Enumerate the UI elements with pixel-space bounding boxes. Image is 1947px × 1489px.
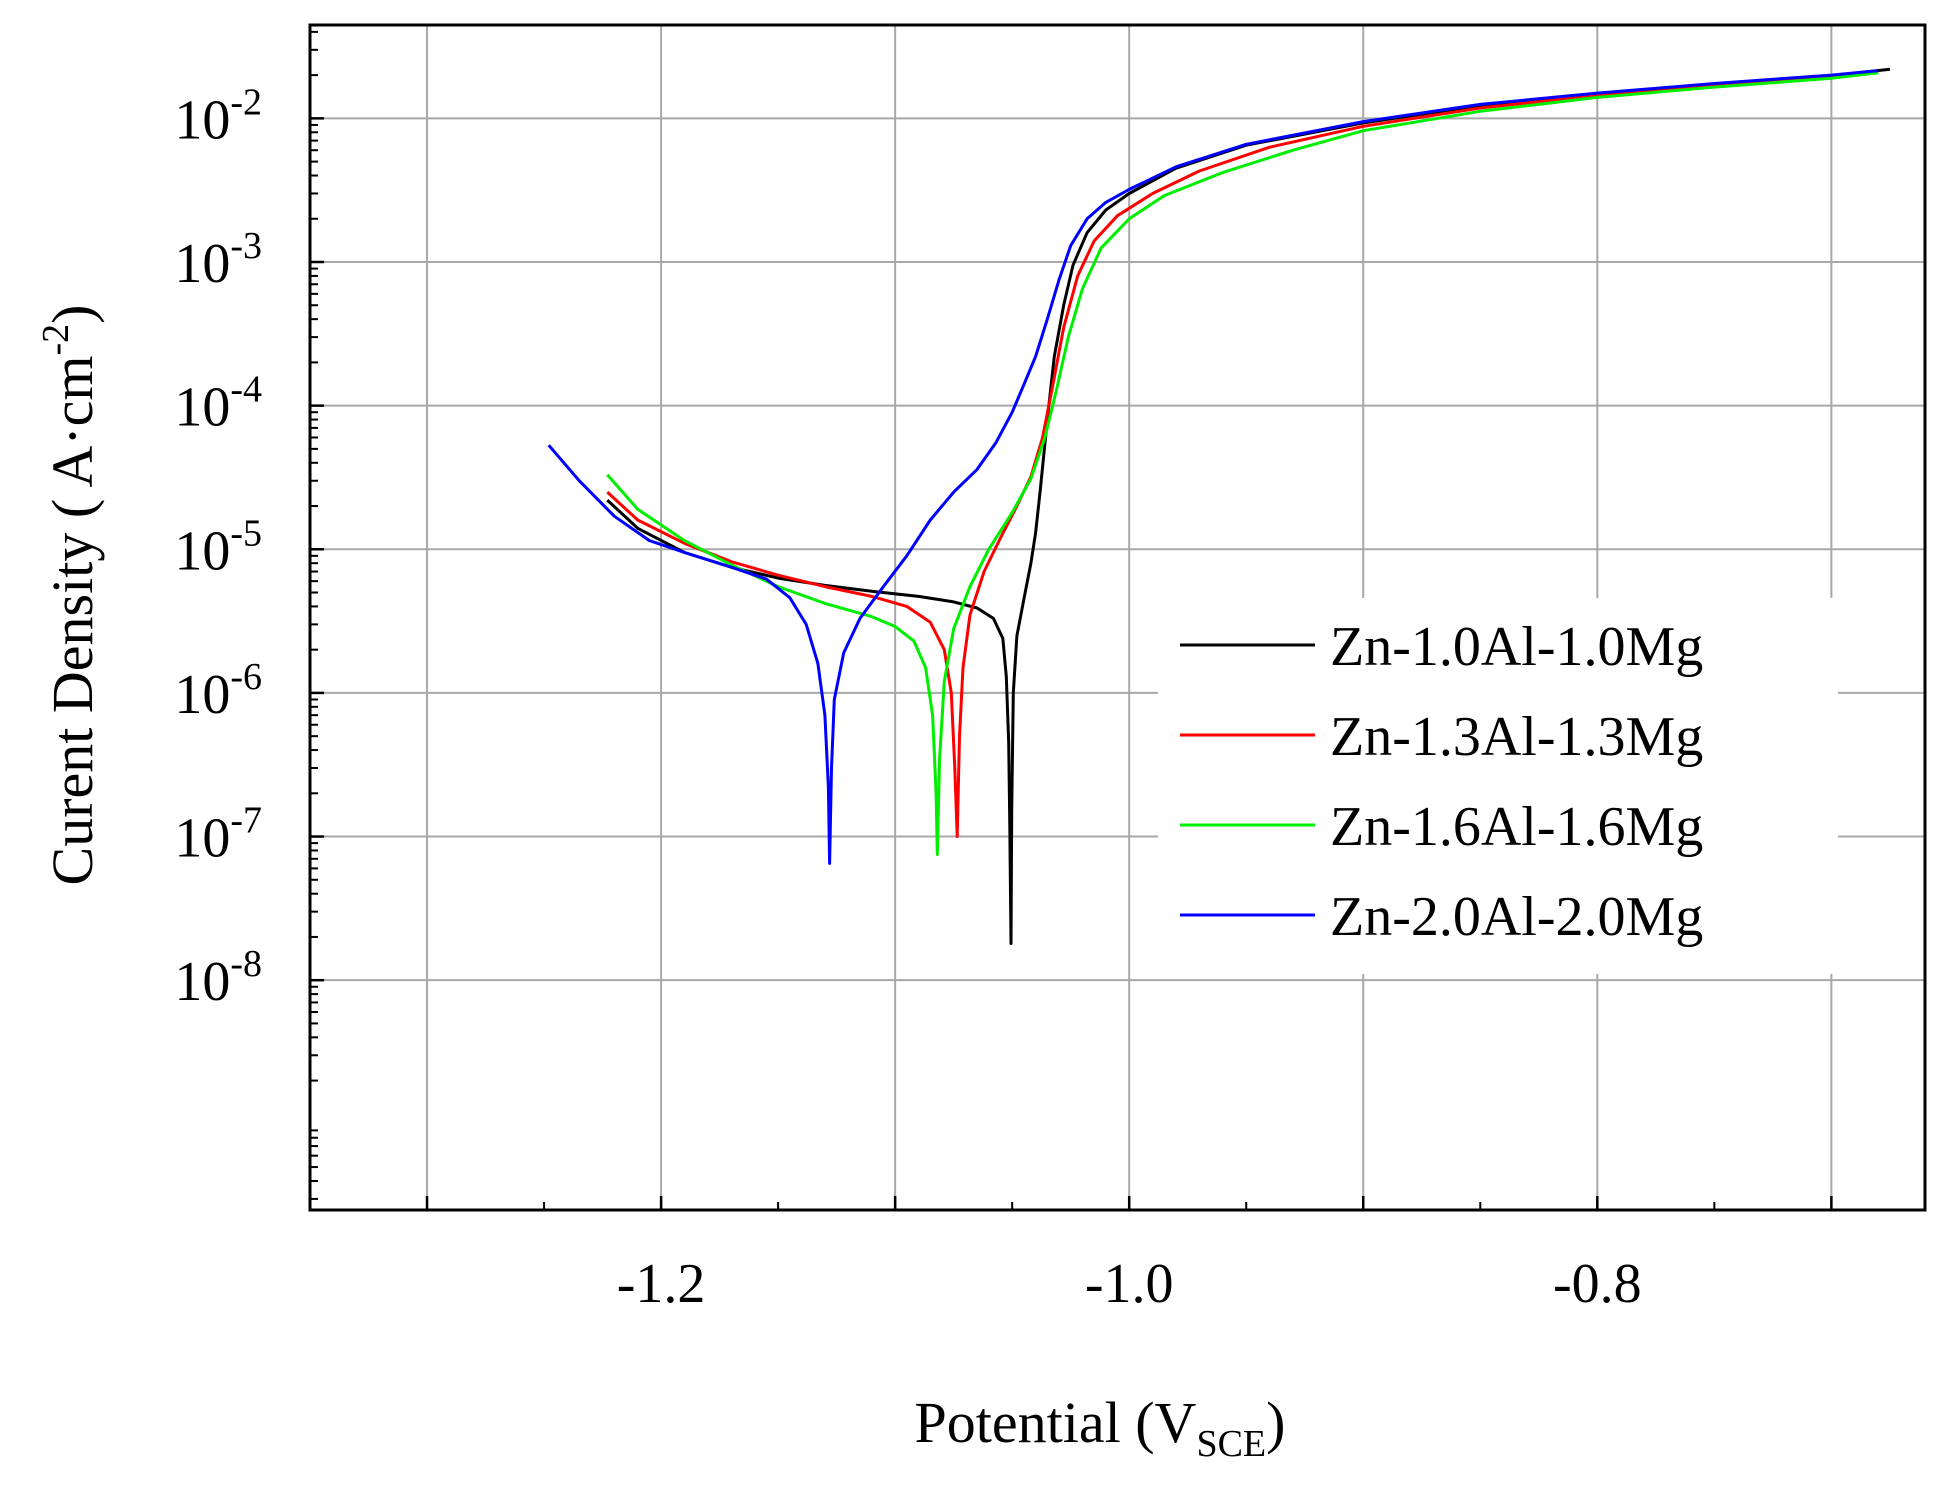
y-tick-label: 10-7 xyxy=(174,800,262,870)
legend-label: Zn-1.0Al-1.0Mg xyxy=(1330,616,1703,678)
x-tick-label: -1.2 xyxy=(617,1253,706,1315)
legend-label: Zn-1.6Al-1.6Mg xyxy=(1330,796,1703,858)
y-axis-title-sup: -2 xyxy=(35,324,77,356)
y-tick-base: 10 xyxy=(174,377,230,439)
y-tick-exponent: -5 xyxy=(230,512,262,554)
series-line xyxy=(606,70,1879,838)
legend-box xyxy=(1158,598,1838,974)
x-tick-label: -1.0 xyxy=(1085,1253,1174,1315)
y-tick-label: 10-8 xyxy=(174,943,262,1013)
legend: Zn-1.0Al-1.0Mg Zn-1.3Al-1.3Mg Zn-1.6Al-1.6… xyxy=(1158,598,1838,974)
y-tick-exponent: -4 xyxy=(230,369,262,411)
y-tick-base: 10 xyxy=(174,951,230,1013)
y-tick-label: 10-6 xyxy=(174,656,262,726)
series-line xyxy=(547,69,1879,865)
series-layer xyxy=(547,67,1891,945)
y-tick-exponent: -7 xyxy=(230,800,262,842)
x-axis-title-close: ) xyxy=(1266,1390,1285,1455)
x-axis-title-sub: SCE xyxy=(1196,1423,1266,1465)
y-axis-title: Curent Density ( A·cm-2) xyxy=(35,305,105,886)
y-tick-exponent: -2 xyxy=(230,81,262,123)
x-tick-label: -0.8 xyxy=(1553,1253,1642,1315)
series-line xyxy=(606,71,1879,856)
y-axis-title-close: ) xyxy=(40,305,105,324)
y-tick-label: 10-5 xyxy=(174,512,262,582)
axis-ticks xyxy=(310,30,1833,1210)
y-tick-exponent: -3 xyxy=(230,225,262,267)
plot-frame xyxy=(308,23,1927,1212)
tick-labels: -1.2 -1.0 -0.810-210-310-410-510-610-710-8 xyxy=(174,81,1641,1315)
x-axis-title: Potential (VSCE) xyxy=(915,1390,1286,1465)
legend-label: Zn-1.3Al-1.3Mg xyxy=(1330,706,1703,768)
y-tick-base: 10 xyxy=(174,233,230,295)
y-tick-label: 10-4 xyxy=(174,369,262,439)
y-tick-label: 10-3 xyxy=(174,225,262,295)
y-tick-base: 10 xyxy=(174,808,230,870)
legend-label: Zn-2.0Al-2.0Mg xyxy=(1330,886,1703,948)
y-tick-base: 10 xyxy=(174,664,230,726)
y-tick-label: 10-2 xyxy=(174,81,262,151)
y-axis-title-main: Curent Density ( A·cm xyxy=(40,356,105,886)
y-tick-exponent: -8 xyxy=(230,943,262,985)
x-axis-title-main: Potential (V xyxy=(915,1390,1197,1455)
y-tick-base: 10 xyxy=(174,89,230,151)
y-tick-exponent: -6 xyxy=(230,656,262,698)
y-tick-base: 10 xyxy=(174,520,230,582)
